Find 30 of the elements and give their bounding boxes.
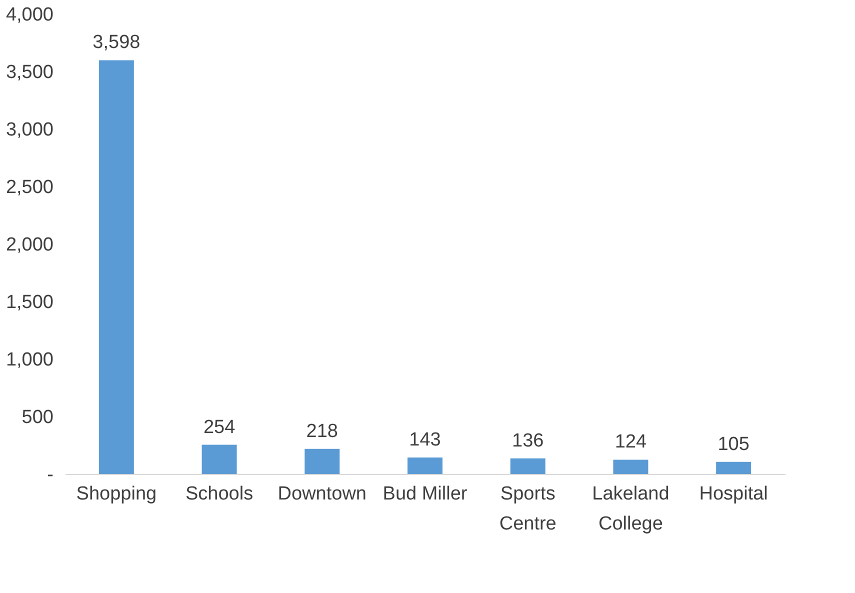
bar: [716, 462, 752, 474]
data-label: 124: [614, 432, 647, 453]
bar: [98, 60, 134, 474]
y-tick-label: 3,500: [6, 62, 54, 83]
y-tick-label: -: [47, 464, 54, 486]
y-tick-label: 4,000: [6, 4, 54, 26]
bar: [613, 460, 648, 474]
x-tick-label: Hospital: [699, 484, 768, 504]
x-tick-label: Lakeland College: [592, 484, 670, 534]
x-tick-label: Downtown: [278, 484, 366, 504]
data-label: 105: [718, 434, 750, 455]
x-tick-label: Shopping: [76, 484, 157, 504]
data-label: 254: [203, 416, 236, 438]
bar: [408, 458, 442, 474]
x-tick-label: Sports Centre: [499, 484, 556, 534]
y-tick-label: 2,000: [6, 234, 54, 256]
data-label: 3,598: [92, 32, 140, 54]
bar: [304, 448, 340, 474]
y-tick-label: 1,000: [6, 350, 54, 370]
y-tick-label: 3,000: [6, 120, 54, 140]
y-tick-label: 2,500: [6, 177, 54, 198]
bar: [510, 458, 546, 474]
x-tick-label: Schools: [185, 484, 254, 504]
data-label: 143: [409, 430, 441, 451]
x-tick-label: Bud Miller: [382, 484, 468, 504]
y-tick-label: 500: [22, 407, 54, 428]
bar: [202, 444, 237, 474]
y-tick-label: 1,500: [6, 292, 54, 313]
data-label: 136: [512, 430, 544, 452]
data-label: 218: [306, 420, 338, 442]
